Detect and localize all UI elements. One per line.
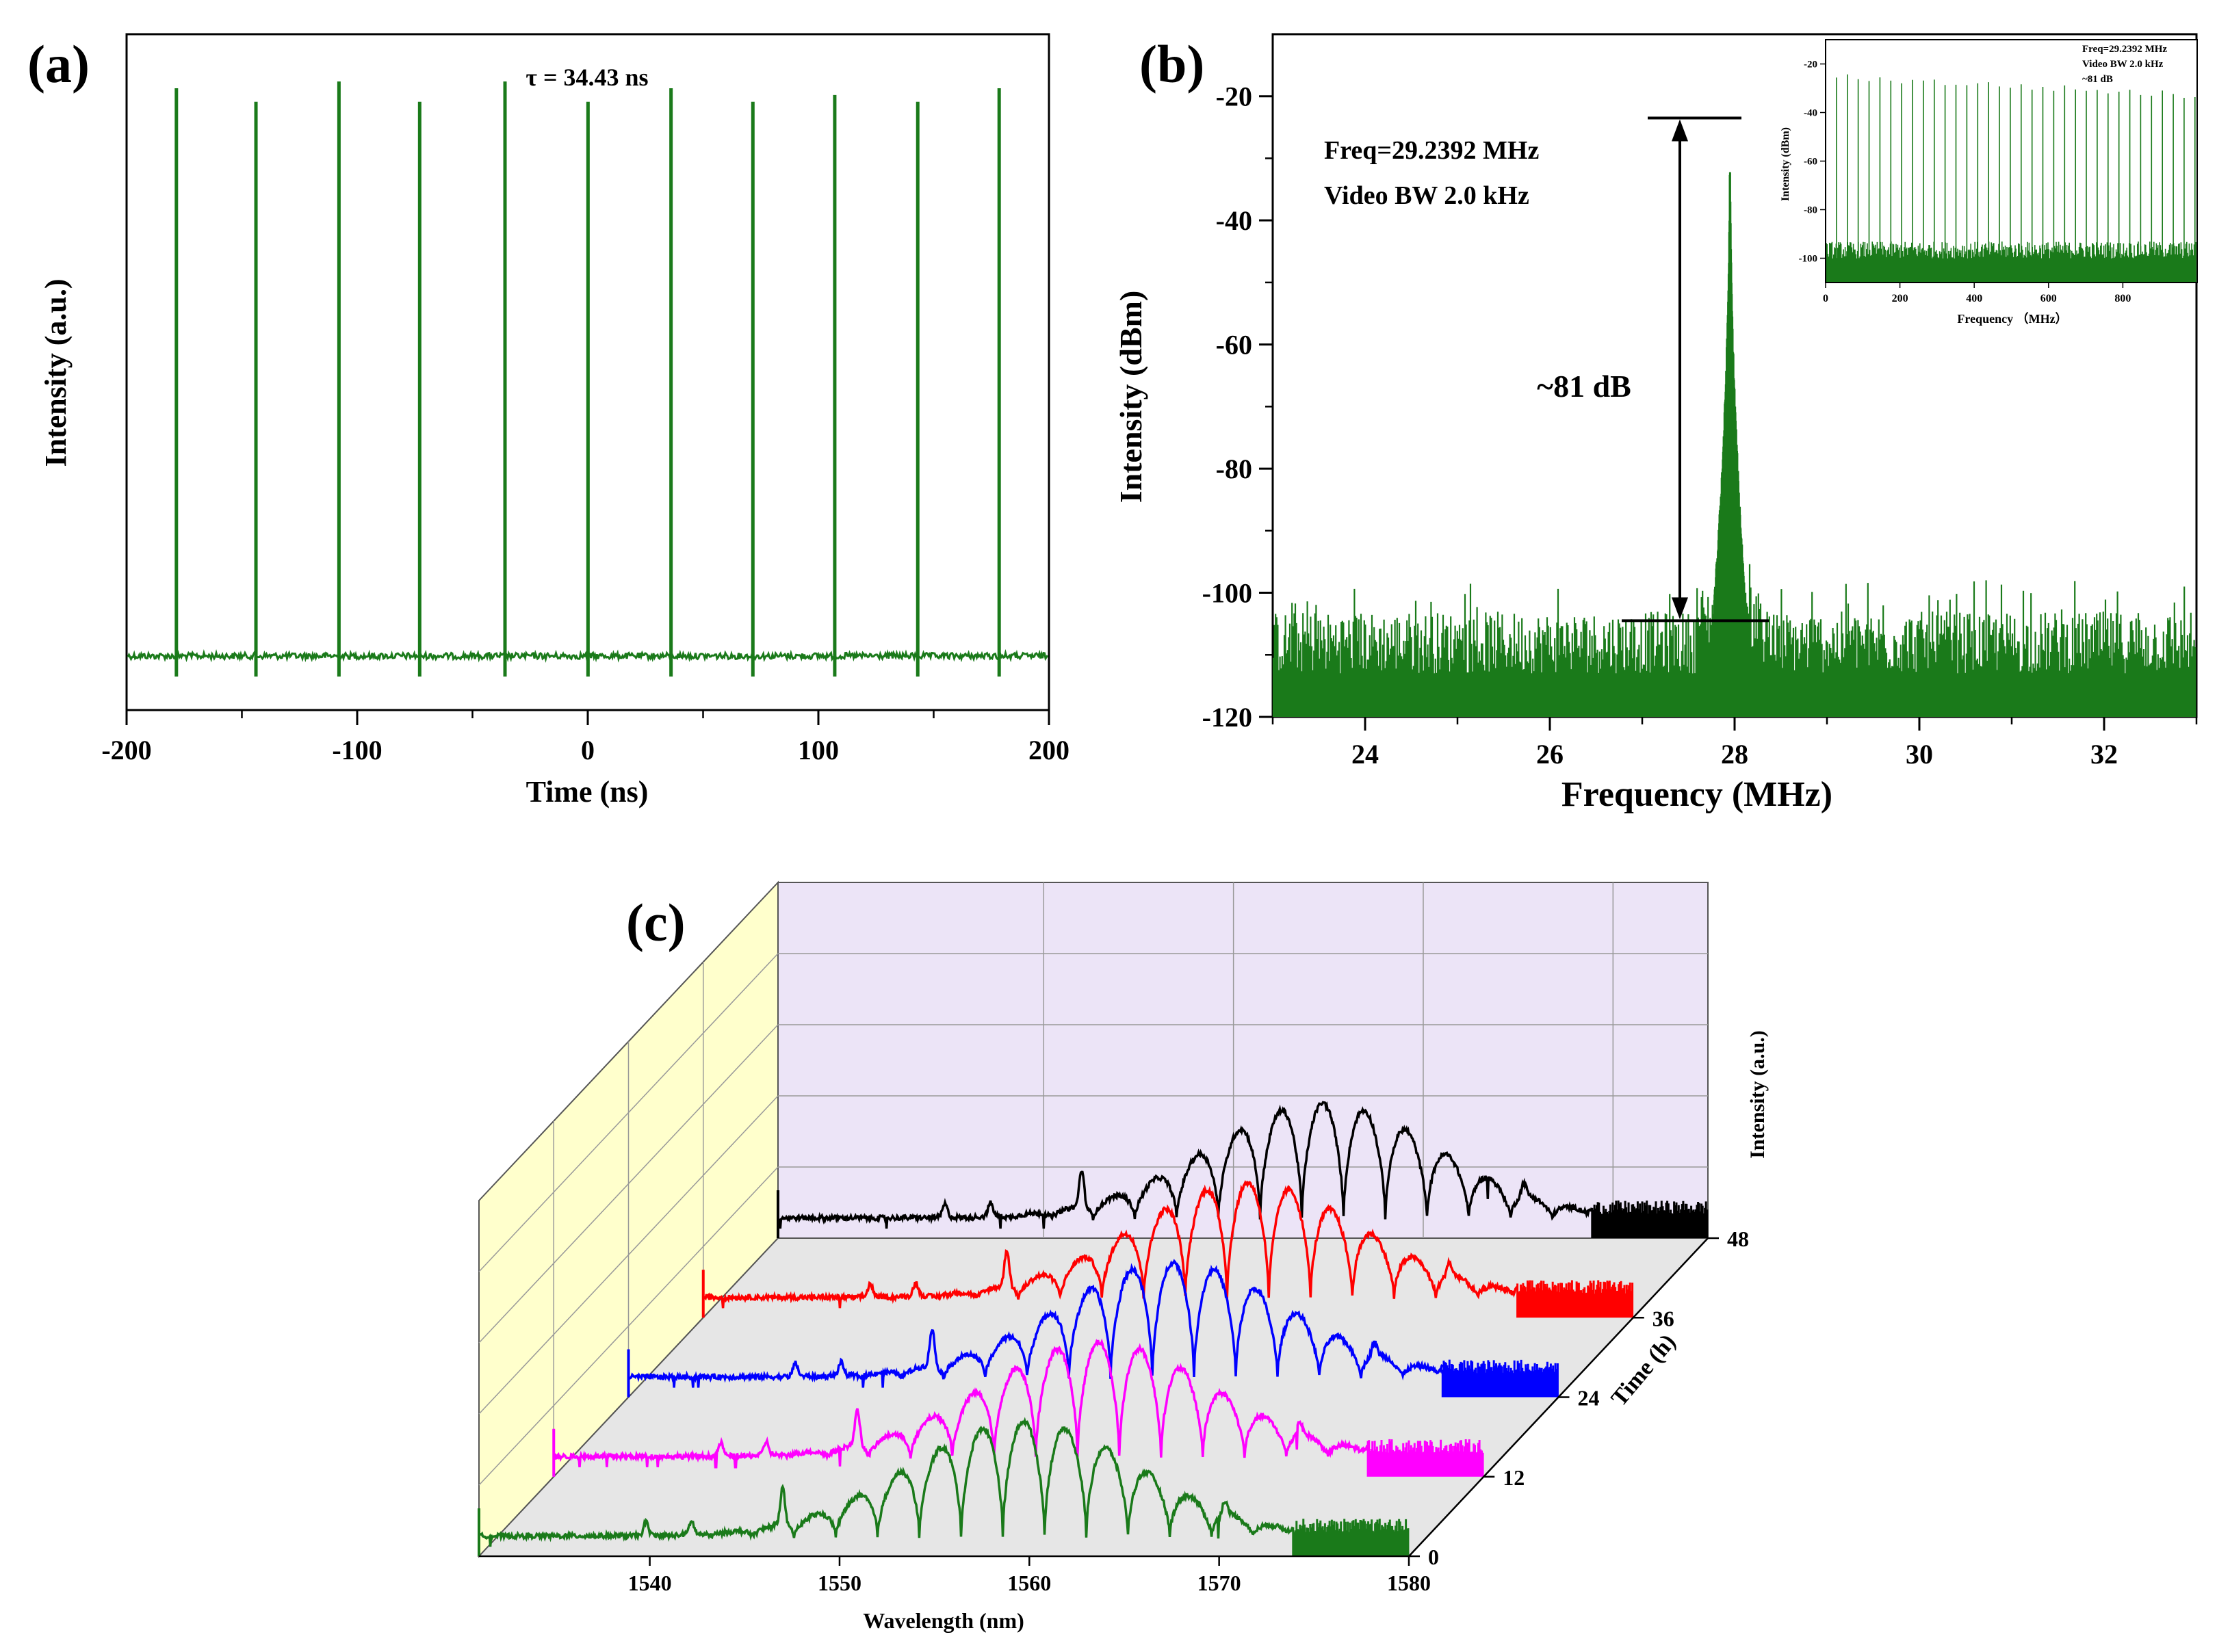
inset-legend-video-bw: Video BW 2.0 kHz — [2082, 59, 2164, 70]
panel-a-x-axis-label: Time (ns) — [526, 775, 649, 809]
panel-c-x-tick-label: 1560 — [1007, 1571, 1051, 1595]
panel-c-time-axis-label: Time (h) — [1607, 1329, 1681, 1411]
panel-c-time-tick-label: 12 — [1503, 1465, 1525, 1490]
inset-y-tick-label: -20 — [1804, 60, 1817, 70]
panel-c-noise-block-24h — [1441, 1359, 1559, 1398]
panel-b-x-axis-label: Frequency (MHz) — [1561, 775, 1832, 814]
panel-c-noise-block-48h — [1591, 1201, 1709, 1238]
panel-b-y-tick-label: -60 — [1216, 330, 1252, 360]
panel-c-sidewall-gridline — [478, 1024, 779, 1343]
panel-b-x-tick-label: 26 — [1536, 739, 1564, 770]
panel-b-marker-arrow-up — [1672, 119, 1688, 142]
panel-c-noise-block-0h — [1292, 1519, 1410, 1556]
panel-b: (b) Intensity (dBm) Frequency (MHz) 24 26… — [1113, 33, 2198, 814]
panel-b-x-tick-label: 24 — [1351, 739, 1379, 770]
panel-b-spectrum-noise — [1272, 564, 2196, 717]
panel-c-label: (c) — [626, 893, 686, 952]
panel-a-label: (a) — [27, 34, 90, 94]
panel-b-label: (b) — [1139, 34, 1204, 94]
panel-b-y-tick-label: -80 — [1216, 454, 1252, 484]
panel-b-video-bw-text: Video BW 2.0 kHz — [1324, 181, 1529, 210]
inset-y-tick-label: -80 — [1804, 205, 1817, 216]
panel-b-x-tick-label: 28 — [1721, 739, 1748, 770]
inset-y-tick-label: -100 — [1799, 254, 1818, 265]
panel-b-marker-arrow-down — [1672, 597, 1688, 620]
panel-c-x-ticks: 1540 1550 1560 1570 1580 — [479, 1555, 1431, 1595]
panel-b-snr-marker — [1622, 116, 1769, 622]
inset-y-tick-label: -60 — [1804, 157, 1817, 168]
panel-c-x-tick-label: 1580 — [1387, 1571, 1431, 1595]
panel-b-inset: 0 200 400 600 800 -20 -40 -60 -80 -100 Frequency… — [1780, 39, 2198, 326]
panel-c: (c) 1540 1550 1560 1570 1580 0 12 24 36 48 Wavel… — [477, 880, 1769, 1633]
panel-c-grid — [478, 882, 1708, 1486]
panel-b-snr-label: ~81 dB — [1537, 369, 1631, 404]
panel-b-x-tick-label: 30 — [1906, 739, 1933, 770]
panel-b-y-tick-label: -120 — [1202, 702, 1252, 733]
inset-x-axis-label: Frequency （MHz） — [1957, 312, 2067, 326]
panel-c-noise-block-12h — [1366, 1439, 1484, 1477]
panel-b-y-tick-label: -40 — [1216, 205, 1252, 236]
panel-a-x-tick-label: 100 — [798, 735, 839, 765]
panel-c-spectrum-36h — [702, 1179, 1518, 1309]
panel-b-y-tick-label: -100 — [1202, 578, 1252, 609]
inset-y-axis-label: Intensity (dBm) — [1780, 127, 1791, 201]
panel-b-y-tick-label: -20 — [1216, 81, 1252, 112]
panel-a-x-ticks: -200 -100 0 100 200 — [101, 710, 1069, 765]
panel-c-spectrum-48h — [777, 1101, 1593, 1229]
panel-a-pulses — [174, 81, 1001, 677]
panel-c-x-tick-label: 1540 — [628, 1571, 672, 1595]
inset-y-ticks: -20 -40 -60 -80 -100 — [1799, 60, 1826, 265]
inset-legend-snr: ~81 dB — [2082, 74, 2113, 85]
inset-x-tick-label: 400 — [1966, 293, 1982, 304]
inset-legend-frequency: Freq=29.2392 MHz — [2082, 44, 2167, 55]
panel-c-time-tick-label: 36 — [1652, 1306, 1674, 1330]
panel-c-noise-block-36h — [1516, 1280, 1634, 1318]
panel-c-time-tick-label: 48 — [1727, 1227, 1749, 1251]
inset-background — [1826, 40, 2197, 283]
inset-x-tick-label: 600 — [2040, 293, 2057, 304]
panel-b-frequency-text: Freq=29.2392 MHz — [1324, 136, 1539, 165]
panel-b-x-tick-label: 32 — [2090, 739, 2118, 770]
panel-c-spectrum-24h — [627, 1259, 1444, 1388]
panel-c-time-tick-label: 0 — [1428, 1545, 1439, 1569]
inset-x-ticks: 0 200 400 600 800 — [1823, 283, 2131, 304]
inset-x-tick-label: 0 — [1823, 293, 1828, 304]
panel-c-z-axis-label: Intensity (a.u.) — [1746, 1030, 1769, 1159]
panel-c-series — [478, 1101, 1709, 1556]
panel-b-y-ticks: -20 -40 -60 -80 -100 -120 — [1202, 81, 1273, 733]
panel-c-sidewall-gridline — [478, 953, 779, 1272]
panel-a-x-tick-label: -200 — [101, 735, 151, 765]
panel-c-spectrum-0h — [478, 1417, 1294, 1547]
panel-b-spectrum-peak — [1710, 172, 1750, 717]
panel-a-x-tick-label: 0 — [581, 735, 595, 765]
panel-b-x-ticks: 24 26 28 30 32 — [1271, 717, 2198, 770]
panel-c-time-ticks: 0 12 24 36 48 — [1408, 1227, 1749, 1569]
panel-c-time-tick-label: 24 — [1578, 1386, 1600, 1411]
panel-c-x-axis-label: Wavelength (nm) — [863, 1608, 1024, 1633]
panel-c-x-tick-label: 1570 — [1197, 1571, 1241, 1595]
panel-c-spectrum-12h — [552, 1338, 1369, 1469]
panel-a-y-axis-label: Intensity (a.u.) — [39, 278, 73, 467]
inset-x-tick-label: 200 — [1892, 293, 1908, 304]
panel-a: (a) τ = 34.43 ns Intensity (a.u.) Time (… — [27, 33, 1069, 809]
panel-c-x-tick-label: 1550 — [818, 1571, 861, 1595]
inset-y-tick-label: -40 — [1804, 108, 1817, 119]
panel-a-x-tick-label: 200 — [1028, 735, 1069, 765]
panel-c-sidewall-gridline — [478, 1095, 779, 1415]
panel-a-x-tick-label: -100 — [332, 735, 382, 765]
panel-c-sidewall-gridline — [478, 1166, 779, 1486]
panel-b-y-axis-label: Intensity (dBm) — [1113, 291, 1148, 503]
inset-x-tick-label: 800 — [2114, 293, 2131, 304]
panel-a-period-annotation: τ = 34.43 ns — [526, 64, 648, 91]
